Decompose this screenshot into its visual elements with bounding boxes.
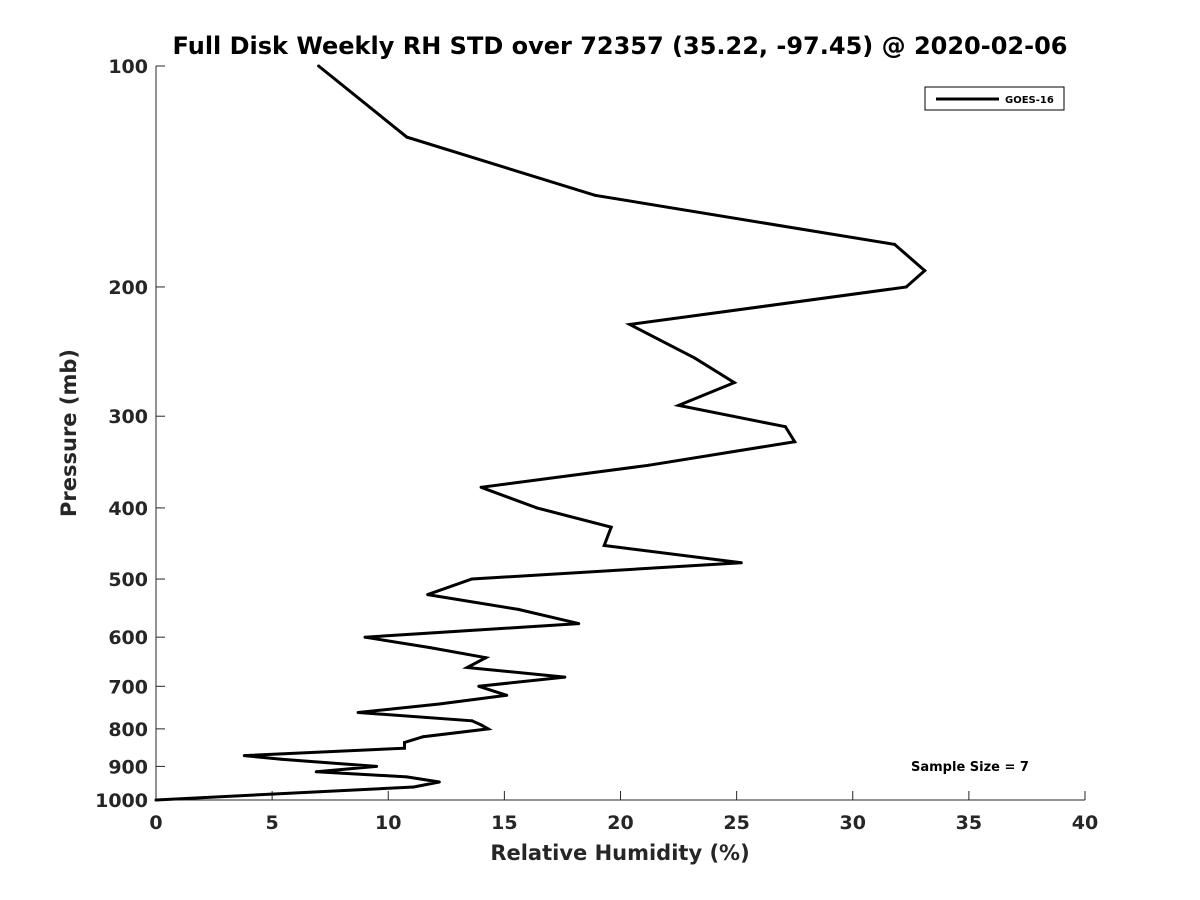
data-point <box>693 356 697 360</box>
data-point <box>403 746 406 750</box>
x-axis-label: Relative Humidity (%) <box>490 841 749 865</box>
data-point <box>426 593 430 597</box>
data-point <box>314 770 318 774</box>
data-point <box>375 764 379 768</box>
data-point <box>484 656 488 660</box>
data-point <box>437 780 441 784</box>
y-tick-label: 200 <box>108 277 148 299</box>
data-point <box>479 485 483 489</box>
data-point <box>677 403 681 407</box>
data-point <box>403 741 406 744</box>
data-point <box>317 64 321 68</box>
y-tick-label: 500 <box>108 569 148 591</box>
data-point <box>470 719 474 723</box>
y-tick-label: 900 <box>108 756 148 778</box>
data-point <box>783 425 787 429</box>
data-point <box>479 723 483 727</box>
data-point <box>893 242 897 246</box>
data-point <box>646 463 650 467</box>
data-point <box>628 323 632 326</box>
data-point <box>363 635 367 639</box>
y-tick-label: 1000 <box>95 790 148 812</box>
data-point <box>516 607 520 611</box>
legend-entry: GOES-16 <box>1005 95 1054 106</box>
x-tick-label: 35 <box>956 812 982 834</box>
data-point <box>421 735 425 739</box>
data-point <box>593 193 597 197</box>
x-ticks: 0 5 10 15 20 25 30 35 40 <box>149 791 1098 834</box>
x-tick-label: 0 <box>149 812 162 834</box>
series-layer <box>154 64 927 802</box>
data-point <box>465 666 469 669</box>
data-point <box>904 285 908 289</box>
y-tick-label: 600 <box>108 627 148 649</box>
y-axis-label: Pressure (mb) <box>57 349 81 517</box>
legend: GOES-16 <box>924 86 1065 111</box>
data-point <box>602 544 606 547</box>
data-point <box>279 757 283 761</box>
data-point <box>356 711 360 714</box>
data-point <box>923 269 927 273</box>
sample-size-annotation: Sample Size = 7 <box>911 760 1029 775</box>
data-point <box>793 440 797 444</box>
data-point <box>428 646 432 650</box>
data-point <box>535 506 539 510</box>
data-point <box>739 561 743 565</box>
x-tick-label: 20 <box>607 812 633 834</box>
chart-title: Full Disk Weekly RH STD over 72357 (35.2… <box>173 32 1068 60</box>
data-point <box>577 622 581 626</box>
data-point <box>437 702 441 706</box>
data-point <box>405 775 409 779</box>
data-point <box>609 525 613 529</box>
x-tick-label: 30 <box>840 812 866 834</box>
data-point <box>412 785 416 789</box>
plot-area: 0 5 10 15 20 25 30 35 40 100 200 300 400 500 600 700 80… <box>95 56 1098 834</box>
data-point <box>486 727 490 731</box>
data-point <box>732 381 736 385</box>
series-line-0 <box>155 64 927 802</box>
y-tick-label: 700 <box>108 676 148 698</box>
data-point <box>470 577 474 581</box>
y-ticks: 100 200 300 400 500 600 700 800 900 1000 <box>95 56 165 812</box>
y-tick-label: 100 <box>108 56 148 78</box>
x-tick-label: 25 <box>723 812 749 834</box>
x-tick-label: 40 <box>1072 812 1098 834</box>
x-tick-label: 15 <box>491 812 517 834</box>
data-point <box>477 684 481 688</box>
data-point <box>405 135 409 139</box>
x-tick-label: 5 <box>266 812 279 834</box>
data-point <box>505 693 509 697</box>
x-tick-label: 10 <box>375 812 401 834</box>
y-tick-label: 800 <box>108 719 148 741</box>
y-tick-label: 300 <box>108 406 148 428</box>
data-point <box>563 675 567 679</box>
y-tick-label: 400 <box>108 498 148 520</box>
data-point <box>242 754 246 758</box>
data-point <box>154 798 158 802</box>
